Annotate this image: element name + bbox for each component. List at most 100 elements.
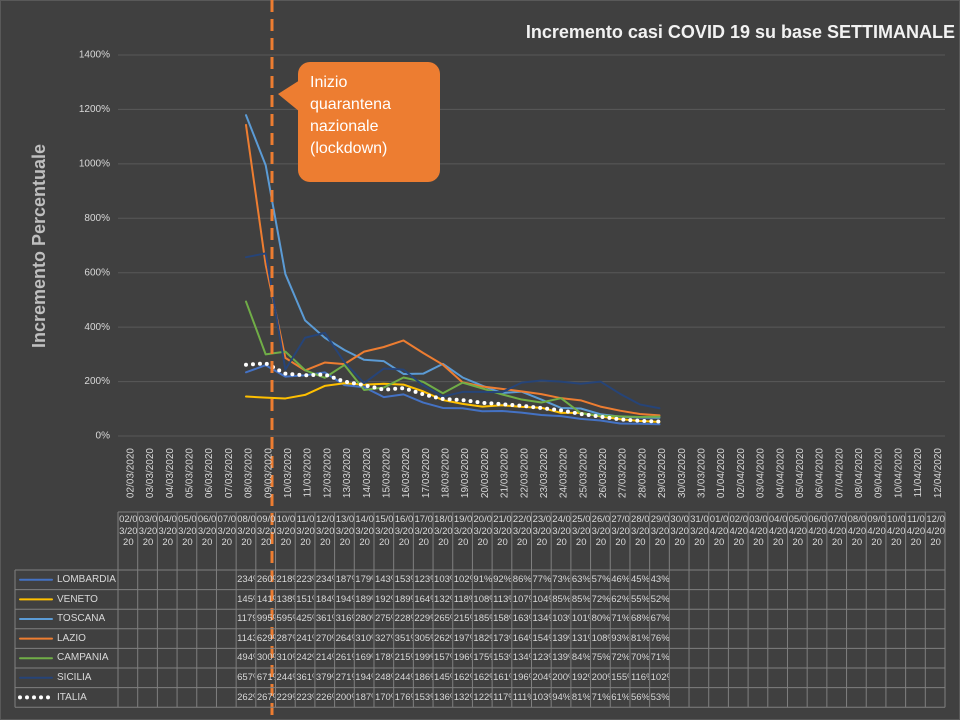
table-value: 108% xyxy=(473,593,491,605)
table-value: 271% xyxy=(335,672,354,683)
x-tick-label: 03/03/2020 xyxy=(145,448,156,498)
table-value: 118% xyxy=(453,593,472,605)
table-header: 09/03/2020 xyxy=(256,514,276,548)
table-value: 108% xyxy=(591,632,610,644)
x-tick-label: 07/03/2020 xyxy=(224,448,235,498)
table-value: 215% xyxy=(394,652,413,664)
table-header: 16/03/2020 xyxy=(394,514,414,548)
x-tick-label: 24/03/2020 xyxy=(559,448,570,498)
table-value: 139% xyxy=(552,632,570,644)
table-header: 06/04/2020 xyxy=(808,514,827,548)
table-header: 14/03/2020 xyxy=(355,514,374,548)
table-value: 242% xyxy=(296,652,314,664)
table-value: 234% xyxy=(237,574,255,585)
x-tick-label: 11/04/2020 xyxy=(913,448,924,498)
table-value: 91% xyxy=(473,574,492,585)
table-header: 06/03/2020 xyxy=(197,514,217,548)
table-header: 31/03/2020 xyxy=(690,514,709,548)
table-value: 1179% xyxy=(237,613,256,625)
table-value: 155% xyxy=(611,672,629,683)
table-header: 28/03/2020 xyxy=(631,514,650,548)
x-tick-label: 01/04/2020 xyxy=(716,448,727,498)
table-value: 244% xyxy=(276,672,295,683)
table-value: 77% xyxy=(532,574,551,585)
table-value: 154% xyxy=(532,632,551,644)
table-value: 57% xyxy=(591,574,610,585)
table-value: 351% xyxy=(394,632,413,644)
table-value: 310% xyxy=(355,632,373,644)
table-value: 196% xyxy=(453,652,472,664)
table-value: 214% xyxy=(315,652,334,664)
table-value: 134% xyxy=(532,613,551,625)
chart-title: Incremento casi COVID 19 su base SETTIMA… xyxy=(526,22,955,42)
table-value: 629% xyxy=(256,632,275,644)
table-value: 102% xyxy=(650,672,669,683)
table-header: 13/03/2020 xyxy=(335,514,355,548)
table-value: 260% xyxy=(256,574,275,585)
x-tick-label: 31/03/2020 xyxy=(697,448,708,498)
table-header: 24/03/2020 xyxy=(552,514,571,548)
table-value: 379% xyxy=(315,672,334,683)
x-tick-label: 11/03/2020 xyxy=(303,448,314,498)
x-tick-label: 16/03/2020 xyxy=(401,448,412,498)
table-value: 104% xyxy=(532,593,551,605)
table-value: 300% xyxy=(256,652,275,664)
table-value: 223% xyxy=(296,691,314,703)
table-value: 262% xyxy=(237,691,255,703)
table-header: 22/03/2020 xyxy=(512,514,532,548)
table-value: 122% xyxy=(473,691,491,703)
table-value: 85% xyxy=(552,593,571,605)
table-value: 161% xyxy=(493,672,511,683)
table-value: 204% xyxy=(532,672,551,683)
table-value: 81% xyxy=(571,691,591,703)
table-value: 200% xyxy=(335,691,354,703)
table-header: 18/03/2020 xyxy=(434,514,453,548)
table-header: 19/03/2020 xyxy=(453,514,473,548)
table-value: 153% xyxy=(414,691,432,703)
table-value: 71% xyxy=(650,652,669,664)
table-value: 164% xyxy=(414,593,432,605)
table-value: 111% xyxy=(512,691,531,703)
table-value: 43% xyxy=(650,574,669,585)
x-tick-label: 29/03/2020 xyxy=(657,448,668,498)
x-tick-label: 27/03/2020 xyxy=(618,448,629,498)
x-tick-label: 04/04/2020 xyxy=(775,448,786,498)
table-value: 327% xyxy=(374,632,393,644)
x-tick-label: 13/03/2020 xyxy=(342,448,353,498)
table-value: 103% xyxy=(434,574,452,585)
table-value: 132% xyxy=(434,593,452,605)
table-header: 04/03/2020 xyxy=(158,514,177,548)
table-value: 234% xyxy=(315,574,334,585)
table-value: 72% xyxy=(611,652,630,664)
x-tick-label: 28/03/2020 xyxy=(637,448,648,498)
table-header: 08/03/2020 xyxy=(237,514,256,548)
table-header: 17/03/2020 xyxy=(414,514,433,548)
x-tick-label: 09/03/2020 xyxy=(263,448,274,498)
table-value: 262% xyxy=(434,632,452,644)
table-value: 241% xyxy=(296,632,314,644)
x-tick-label: 08/03/2020 xyxy=(244,448,255,498)
table-header: 02/04/2020 xyxy=(729,514,748,548)
table-value: 361% xyxy=(296,672,314,683)
series-line xyxy=(244,300,661,418)
table-value: 123% xyxy=(532,652,551,664)
table-value: 361% xyxy=(315,613,334,625)
table-value: 117% xyxy=(493,691,511,703)
table-value: 199% xyxy=(414,652,432,664)
table-value: 53% xyxy=(650,691,669,703)
table-value: 182% xyxy=(473,632,491,644)
table-header: 20/03/2020 xyxy=(473,514,493,548)
series-line xyxy=(243,361,662,424)
table-header: 07/04/2020 xyxy=(827,514,847,548)
x-tick-label: 05/04/2020 xyxy=(795,448,806,498)
table-value: 71% xyxy=(611,613,630,625)
table-header: 29/03/2020 xyxy=(650,514,670,548)
series-line xyxy=(244,114,661,419)
x-tick-label: 07/04/2020 xyxy=(834,448,845,498)
y-tick-label: 0% xyxy=(96,431,111,442)
table-value: 194% xyxy=(355,672,373,683)
table-value: 113% xyxy=(493,593,511,605)
x-tick-label: 06/04/2020 xyxy=(815,448,826,498)
